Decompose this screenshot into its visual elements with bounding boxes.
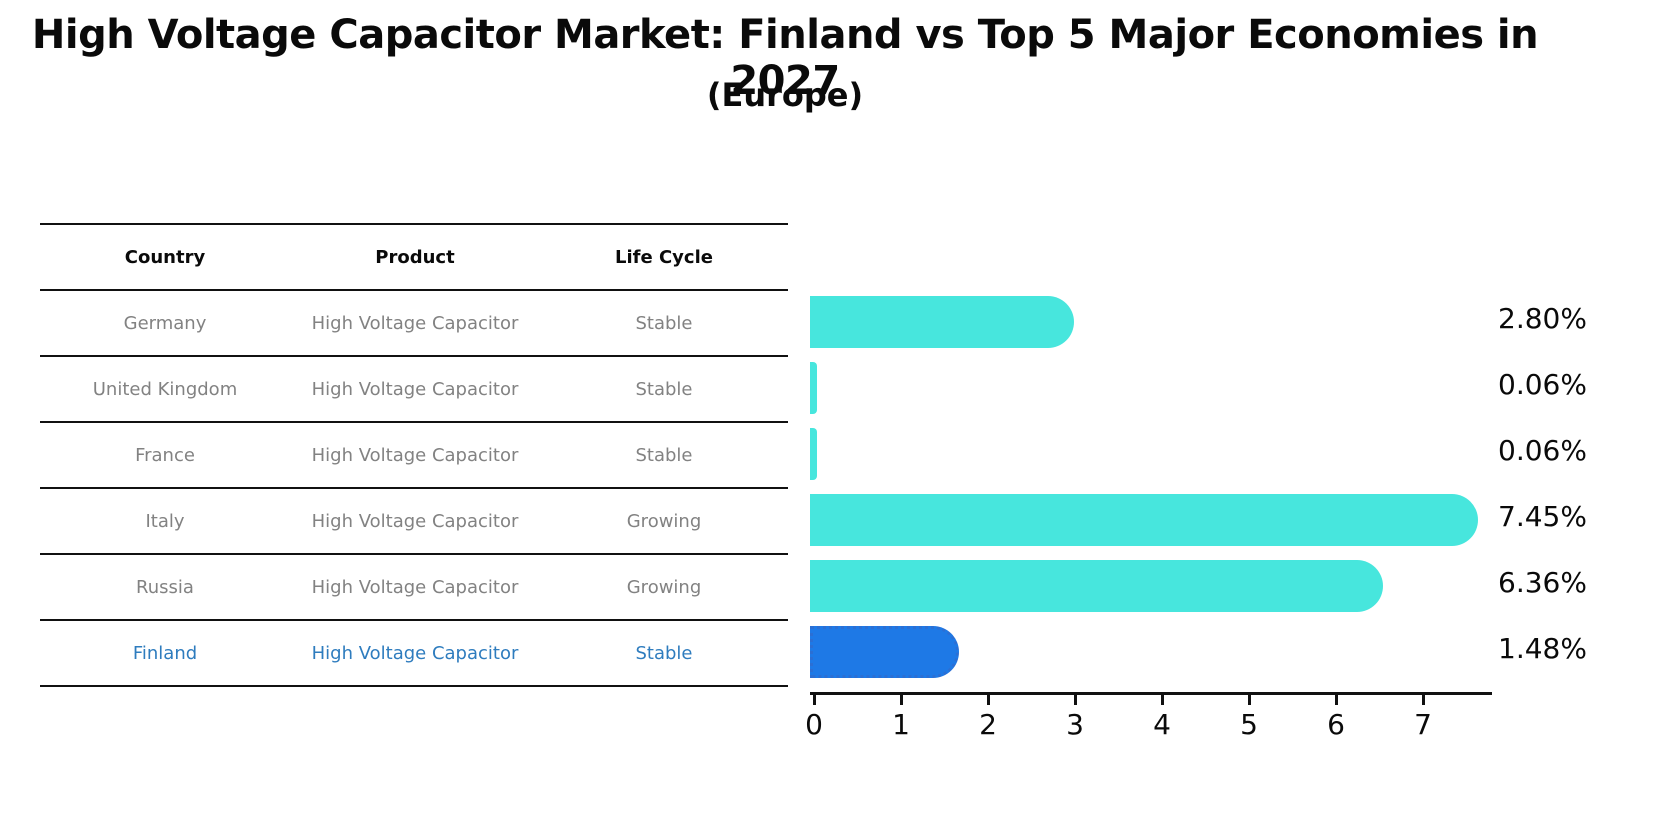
column-header-country: Country [124, 246, 206, 268]
cell-product: High Voltage Capacitor [311, 378, 519, 400]
table-row-italy: Italy High Voltage Capacitor Growing [40, 489, 788, 555]
bar-russia [810, 560, 1383, 612]
x-tick-6 [1335, 695, 1338, 705]
table-row-russia: Russia High Voltage Capacitor Growing [40, 555, 788, 621]
table-body: Germany High Voltage Capacitor Stable Unite… [40, 291, 788, 687]
cell-product: High Voltage Capacitor [311, 642, 519, 664]
cell-product: High Voltage Capacitor [311, 576, 519, 598]
x-tick-2 [987, 695, 990, 705]
cell-country: United Kingdom [92, 378, 238, 400]
table-row-united-kingdom: United Kingdom High Voltage Capacitor Stab… [40, 357, 788, 423]
cell-country: Italy [145, 510, 185, 532]
value-label-germany: 2.80% [1498, 302, 1587, 335]
cell-country: Germany [123, 312, 207, 334]
value-label-france: 0.06% [1498, 434, 1587, 467]
table-header-row: Country Product Life Cycle [40, 225, 788, 291]
x-tick-5 [1248, 695, 1251, 705]
x-tick-0 [813, 695, 816, 705]
cell-life-cycle: Stable [635, 312, 693, 334]
country-product-table: Country Product Life Cycle Germany High V… [40, 223, 788, 687]
x-tick-label-6: 6 [1327, 708, 1345, 741]
bar-germany [810, 296, 1074, 348]
bar-france [810, 428, 817, 480]
cell-country: Finland [132, 642, 198, 664]
value-label-italy: 7.45% [1498, 500, 1587, 533]
cell-life-cycle: Growing [626, 576, 702, 598]
cell-product: High Voltage Capacitor [311, 312, 519, 334]
value-label-finland: 1.48% [1498, 632, 1587, 665]
x-tick-3 [1074, 695, 1077, 705]
table-row-france: France High Voltage Capacitor Stable [40, 423, 788, 489]
x-tick-label-3: 3 [1066, 708, 1084, 741]
x-tick-7 [1422, 695, 1425, 705]
table-row-germany: Germany High Voltage Capacitor Stable [40, 291, 788, 357]
x-tick-label-5: 5 [1240, 708, 1258, 741]
cell-country: France [135, 444, 195, 466]
bar-finland [810, 626, 959, 678]
cell-product: High Voltage Capacitor [311, 444, 519, 466]
cell-life-cycle: Growing [626, 510, 702, 532]
x-tick-label-1: 1 [892, 708, 910, 741]
bar-united-kingdom [810, 362, 817, 414]
cell-product: High Voltage Capacitor [311, 510, 519, 532]
column-header-life-cycle: Life Cycle [615, 246, 713, 268]
table-row-finland: Finland High Voltage Capacitor Stable [40, 621, 788, 687]
page-title: High Voltage Capacitor Market: Finland v… [31, 12, 1539, 104]
page-subtitle: (Europe) [706, 76, 864, 114]
x-tick-label-2: 2 [979, 708, 997, 741]
x-axis-line [810, 692, 1492, 695]
cell-life-cycle: Stable [635, 642, 693, 664]
cell-country: Russia [136, 576, 194, 598]
x-tick-1 [900, 695, 903, 705]
bar-italy [810, 494, 1478, 546]
x-tick-label-0: 0 [805, 708, 823, 741]
value-label-united-kingdom: 0.06% [1498, 368, 1587, 401]
x-tick-label-4: 4 [1153, 708, 1171, 741]
cell-life-cycle: Stable [635, 378, 693, 400]
value-label-russia: 6.36% [1498, 566, 1587, 599]
x-tick-label-7: 7 [1414, 708, 1432, 741]
column-header-product: Product [375, 246, 455, 268]
x-tick-4 [1161, 695, 1164, 705]
cell-life-cycle: Stable [635, 444, 693, 466]
